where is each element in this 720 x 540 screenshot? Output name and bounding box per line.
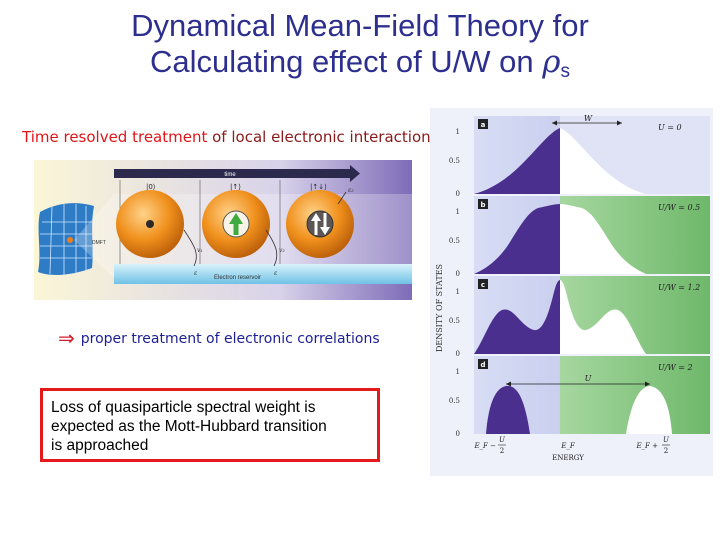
sphere-single bbox=[202, 190, 270, 258]
panel-d-label: U/W = 2 bbox=[658, 363, 693, 372]
panel-a-tick-1: 1 bbox=[456, 128, 460, 136]
lattice-icon bbox=[38, 203, 94, 276]
hop-label-3: v₂ bbox=[279, 247, 285, 254]
time-resolved-diagram: DMFT time |0⟩ |↑⟩ |↑↓⟩ Electron reservoi… bbox=[34, 160, 412, 300]
panel-c-letter: c bbox=[481, 281, 485, 289]
dos-panel-d: d U/W = 2 U 1 0.5 0 bbox=[449, 356, 710, 438]
state-up-label: |↑⟩ bbox=[230, 183, 241, 191]
dos-panel-a: a U = 0 W 1 0.5 0 bbox=[449, 114, 710, 198]
x-tick-right-main: E_F + bbox=[635, 442, 658, 450]
panel-b-label: U/W = 0.5 bbox=[658, 203, 700, 212]
note-line-1: Loss of quasiparticle spectral weight is bbox=[51, 399, 316, 416]
rho-subscript: s bbox=[560, 61, 571, 82]
heading-red-part: Time resolved treatment bbox=[22, 128, 213, 146]
rho-symbol: ρ bbox=[542, 44, 561, 80]
panel-a-tick-05: 0.5 bbox=[449, 157, 460, 165]
panel-c-label: U/W = 1.2 bbox=[658, 283, 700, 292]
x-tick-left-num: U bbox=[499, 436, 506, 444]
quasiparticle-note: Loss of quasiparticle spectral weight is… bbox=[40, 388, 380, 462]
state-empty-label: |0⟩ bbox=[146, 183, 156, 191]
panel-b-tick-05: 0.5 bbox=[449, 237, 460, 245]
note-line-3: is approached bbox=[51, 437, 149, 454]
dos-y-axis-title: DENSITY OF STATES bbox=[435, 264, 444, 352]
panel-b-tick-1: 1 bbox=[456, 208, 460, 216]
dmft-label: DMFT bbox=[92, 240, 106, 246]
hop-label-5: ε₂ bbox=[348, 187, 354, 194]
title-prefix: Calculating effect of U/W on bbox=[149, 44, 543, 79]
panel-c-tick-05: 0.5 bbox=[449, 317, 460, 325]
dos-x-axis-title: ENERGY bbox=[552, 454, 584, 462]
note-line-2: expected as the Mott-Hubbard transition bbox=[51, 418, 327, 435]
panel-a-tick-0: 0 bbox=[456, 190, 460, 198]
electron-reservoir bbox=[114, 264, 412, 284]
panel-c-tick-0: 0 bbox=[456, 350, 460, 358]
panel-a-letter: a bbox=[481, 121, 486, 129]
state-updown-label: |↑↓⟩ bbox=[310, 183, 327, 191]
panel-b-tick-0: 0 bbox=[456, 270, 460, 278]
dos-panel-c: c U/W = 1.2 1 0.5 0 bbox=[449, 276, 710, 358]
dos-x-axis: E_F − U 2 E_F ENERGY E_F + U 2 bbox=[473, 436, 670, 462]
panel-b-letter: b bbox=[480, 201, 485, 209]
reservoir-label: Electron reservoir bbox=[214, 275, 261, 281]
panel-a-label: U = 0 bbox=[658, 123, 682, 132]
density-of-states-figure: DENSITY OF STATES a U = 0 W 1 0.5 0 b U/… bbox=[430, 108, 713, 476]
x-tick-right-num: U bbox=[663, 436, 670, 444]
hop-label-1: v₁ bbox=[197, 247, 203, 254]
implies-arrow-icon: ⇒ bbox=[58, 326, 75, 350]
x-tick-fermi: E_F bbox=[560, 442, 576, 450]
panel-d-tick-05: 0.5 bbox=[449, 397, 460, 405]
slide-title: Dynamical Mean-Field Theory for Calculat… bbox=[0, 8, 720, 90]
correlations-text: proper treatment of electronic correlati… bbox=[80, 331, 380, 347]
dos-panel-b: b U/W = 0.5 1 0.5 0 bbox=[449, 196, 710, 278]
panel-d-u-gap: U bbox=[585, 374, 592, 383]
correlations-line: ⇒ proper treatment of electronic correlat… bbox=[58, 326, 380, 350]
time-arrow: time bbox=[114, 165, 360, 182]
x-tick-left-main: E_F − bbox=[473, 442, 496, 450]
panel-d-tick-1: 1 bbox=[456, 368, 460, 376]
panel-d-letter: d bbox=[480, 361, 485, 369]
sphere-double bbox=[286, 190, 354, 258]
time-resolved-heading: Time resolved treatment of local electro… bbox=[22, 128, 444, 146]
panel-a-bandwidth: W bbox=[584, 114, 593, 123]
hop-label-2: ε bbox=[194, 270, 197, 277]
hop-label-4: ε bbox=[274, 270, 277, 277]
x-tick-left-den: 2 bbox=[500, 447, 504, 455]
panel-d-tick-0: 0 bbox=[456, 430, 460, 438]
title-line-1: Dynamical Mean-Field Theory for bbox=[131, 8, 589, 43]
title-line-2: Calculating effect of U/W on ρs bbox=[0, 44, 720, 90]
time-label: time bbox=[224, 172, 236, 178]
panel-c-tick-1: 1 bbox=[456, 288, 460, 296]
heading-rest: of local electronic interactions: bbox=[212, 128, 444, 146]
sphere-empty bbox=[116, 190, 184, 258]
x-tick-right-den: 2 bbox=[664, 447, 668, 455]
